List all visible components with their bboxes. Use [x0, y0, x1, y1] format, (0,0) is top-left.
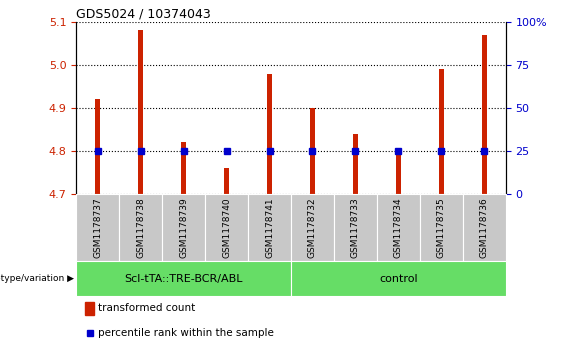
Bar — [119, 194, 162, 261]
Text: GSM1178734: GSM1178734 — [394, 197, 403, 258]
Bar — [310, 108, 315, 194]
Bar — [463, 194, 506, 261]
Bar — [420, 194, 463, 261]
Text: transformed count: transformed count — [98, 303, 195, 313]
Text: genotype/variation ▶: genotype/variation ▶ — [0, 274, 74, 283]
Bar — [377, 194, 420, 261]
Bar — [291, 194, 334, 261]
Text: GSM1178740: GSM1178740 — [222, 197, 231, 258]
Bar — [334, 194, 377, 261]
Text: Scl-tTA::TRE-BCR/ABL: Scl-tTA::TRE-BCR/ABL — [124, 274, 243, 284]
Bar — [95, 99, 101, 194]
Bar — [396, 151, 401, 194]
Bar — [205, 194, 248, 261]
Text: GSM1178732: GSM1178732 — [308, 197, 317, 258]
Text: GSM1178739: GSM1178739 — [179, 197, 188, 258]
Text: GSM1178738: GSM1178738 — [136, 197, 145, 258]
Text: GSM1178737: GSM1178737 — [93, 197, 102, 258]
Bar — [76, 261, 291, 296]
Text: percentile rank within the sample: percentile rank within the sample — [98, 328, 273, 338]
Bar — [76, 194, 119, 261]
Bar — [162, 194, 205, 261]
Bar — [438, 69, 444, 194]
Bar — [138, 30, 144, 194]
Text: GSM1178741: GSM1178741 — [265, 197, 274, 258]
Bar — [353, 134, 358, 194]
Text: GDS5024 / 10374043: GDS5024 / 10374043 — [76, 8, 211, 21]
Text: GSM1178733: GSM1178733 — [351, 197, 360, 258]
Text: control: control — [379, 274, 418, 284]
Text: GSM1178736: GSM1178736 — [480, 197, 489, 258]
Bar — [85, 302, 94, 315]
Bar — [181, 142, 186, 194]
Bar — [248, 194, 291, 261]
Bar — [267, 73, 272, 194]
Text: GSM1178735: GSM1178735 — [437, 197, 446, 258]
Bar — [291, 261, 506, 296]
Bar — [481, 35, 487, 194]
Bar — [224, 168, 229, 194]
